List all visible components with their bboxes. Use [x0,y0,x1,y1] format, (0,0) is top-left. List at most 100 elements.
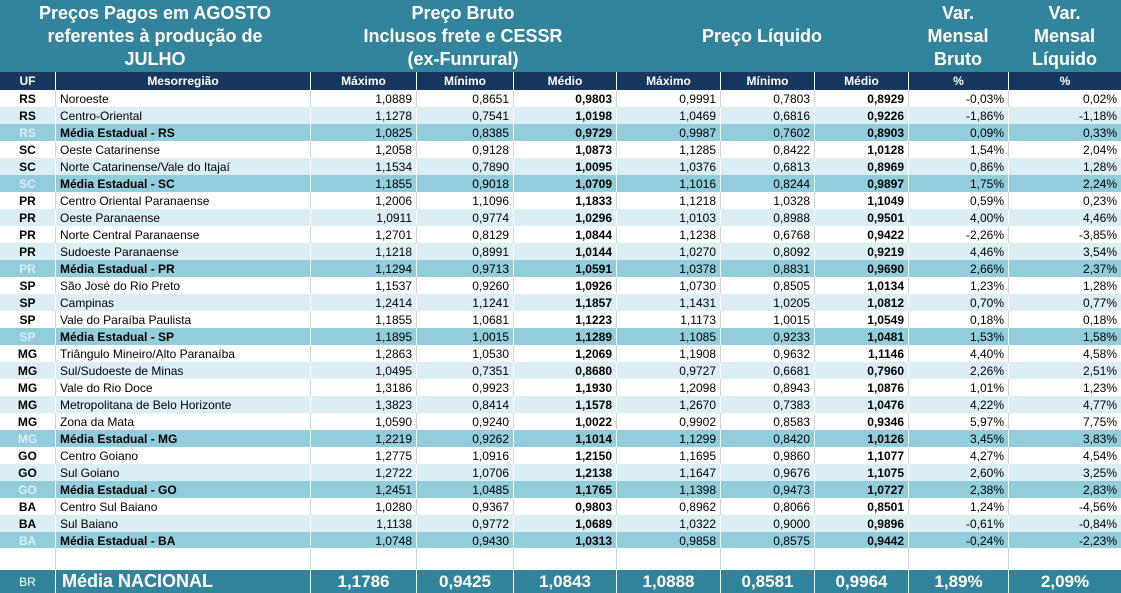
cell-liquido-maximo: 1,0103 [616,209,720,226]
cell-bruto-minimo: 0,9367 [416,498,513,515]
cell-bruto-maximo: 1,1278 [310,107,416,124]
cell-bruto-minimo: 0,9430 [416,532,513,549]
table-row: SP Vale do Paraíba Paulista 1,1855 1,0681 1,… [0,311,1121,328]
cell-liquido-minimo: 0,9473 [720,481,814,498]
cell-bruto-medio: 1,0144 [513,243,616,260]
state-average-row: GO Média Estadual - GO 1,2451 1,0485 1,1765 1… [0,481,1121,498]
column-header-bruto-medio: Médio [513,72,616,90]
cell-var-liquido: 4,46% [1008,209,1121,226]
cell-uf: PR [19,227,36,242]
cell-liquido-medio: 1,1077 [814,447,908,464]
spacer-cell [416,548,513,569]
cell-liquido-minimo: 0,6816 [720,107,814,124]
cell-bruto-minimo: 1,0706 [416,464,513,481]
state-average-row: SC Média Estadual - SC 1,1855 0,9018 1,0709 1… [0,175,1121,192]
cell-liquido-medio: 0,8903 [814,124,908,141]
cell-liquido-minimo: 1,0205 [720,294,814,311]
cell-uf: RS [19,108,36,123]
cell-var-liquido: 0,33% [1008,124,1121,141]
cell-var-liquido: 7,75% [1008,413,1121,430]
cell-liquido-medio: 0,8501 [814,498,908,515]
cell-var-bruto: 4,27% [908,447,1008,464]
cell-var-liquido: 4,77% [1008,396,1121,413]
cell-liquido-medio: 0,9501 [814,209,908,226]
cell-uf: MG [17,380,38,395]
cell-bruto-maximo: 1,1218 [310,243,416,260]
cell-liquido-maximo: 1,1908 [616,345,720,362]
cell-var-liquido: -3,85% [1008,226,1121,243]
cell-bruto-minimo: 0,9128 [416,141,513,158]
cell-mesorregiao: Média Estadual - BA [55,532,310,549]
cell-uf: BA [18,533,37,548]
spacer-cell [814,548,908,569]
cell-uf: BA [18,516,37,531]
gross-price-heading: Preço Bruto Inclusos frete e CESSR (ex-F… [363,2,563,69]
cell-liquido-minimo: 0,8066 [720,498,814,515]
cell-mesorregiao: Campinas [55,294,310,311]
cell-var-bruto: 5,97% [908,413,1008,430]
cell-liquido-minimo: 1,0328 [720,192,814,209]
cell-bruto-medio: 1,1289 [513,328,616,345]
cell-bruto-medio: 1,0313 [513,532,616,549]
table-row: MG Metropolitana de Belo Horizonte 1,3823 0… [0,396,1121,413]
cell-mesorregiao: Média Estadual - GO [55,481,310,498]
cell-mesorregiao: Zona da Mata [55,413,310,430]
cell-var-liquido: 0,02% [1008,90,1121,107]
cell-bruto-medio: 1,0591 [513,260,616,277]
cell-liquido-maximo: 1,1647 [616,464,720,481]
table-row: SC Oeste Catarinense 1,2058 0,9128 1,0873 1,1… [0,141,1121,158]
cell-bruto-medio: 1,1014 [513,430,616,447]
cell-bruto-minimo: 0,9260 [416,277,513,294]
cell-liquido-maximo: 1,1218 [616,192,720,209]
cell-var-bruto: 0,18% [908,311,1008,328]
cell-var-liquido: 3,54% [1008,243,1121,260]
cell-liquido-maximo: 1,2098 [616,379,720,396]
cell-liquido-maximo: 1,1238 [616,226,720,243]
cell-liquido-maximo: 0,9727 [616,362,720,379]
table-row: MG Triângulo Mineiro/Alto Paranaíba 1,2863… [0,345,1121,362]
cell-bruto-maximo: 1,3186 [310,379,416,396]
cell-var-bruto: 3,45% [908,430,1008,447]
cell-bruto-medio: 1,0844 [513,226,616,243]
cell-uf: PR [19,244,36,259]
cell-liquido-medio: 0,9897 [814,175,908,192]
cell-bruto-maximo: 1,2219 [310,430,416,447]
cell-bruto-minimo: 1,0485 [416,481,513,498]
cell-liquido-minimo: 0,8422 [720,141,814,158]
cell-bruto-maximo: 1,2775 [310,447,416,464]
table-row: MG Vale do Rio Doce 1,3186 0,9923 1,1930 1,20… [0,379,1121,396]
cell-liquido-minimo: 0,8092 [720,243,814,260]
cell-mesorregiao: Sudoeste Paranaense [55,243,310,260]
cell-var-bruto: -2,26% [908,226,1008,243]
cell-bruto-medio: 1,1857 [513,294,616,311]
cell-var-bruto: 2,38% [908,481,1008,498]
state-average-row: BA Média Estadual - BA 1,0748 0,9430 1,0313 0… [0,532,1121,549]
spacer-cell [0,548,55,569]
cell-bruto-medio: 0,9803 [513,498,616,515]
cell-liquido-minimo: 0,6681 [720,362,814,379]
cell-liquido-medio: 0,9896 [814,515,908,532]
cell-var-bruto: 2,26% [908,362,1008,379]
cell-bruto-minimo: 1,0916 [416,447,513,464]
national-liquido-maximo: 1,0888 [616,570,720,593]
cell-bruto-medio: 1,0022 [513,413,616,430]
cell-liquido-medio: 0,7960 [814,362,908,379]
cell-uf: BA [18,499,37,514]
table-row: PR Centro Oriental Paranaense 1,2006 1,1096… [0,192,1121,209]
cell-mesorregiao: Norte Catarinense/Vale do Itajaí [55,158,310,175]
cell-liquido-medio: 1,0876 [814,379,908,396]
cell-var-bruto: 1,01% [908,379,1008,396]
national-var-liquido: 2,09% [1008,570,1121,593]
cell-uf: SP [19,312,36,327]
cell-liquido-maximo: 1,0322 [616,515,720,532]
cell-var-bruto: 1,23% [908,277,1008,294]
cell-liquido-medio: 1,0549 [814,311,908,328]
cell-bruto-minimo: 1,0530 [416,345,513,362]
cell-liquido-minimo: 0,8831 [720,260,814,277]
cell-var-liquido: 2,24% [1008,175,1121,192]
cell-liquido-maximo: 1,1299 [616,430,720,447]
cell-bruto-minimo: 1,1241 [416,294,513,311]
cell-bruto-minimo: 0,9774 [416,209,513,226]
cell-liquido-medio: 1,0812 [814,294,908,311]
